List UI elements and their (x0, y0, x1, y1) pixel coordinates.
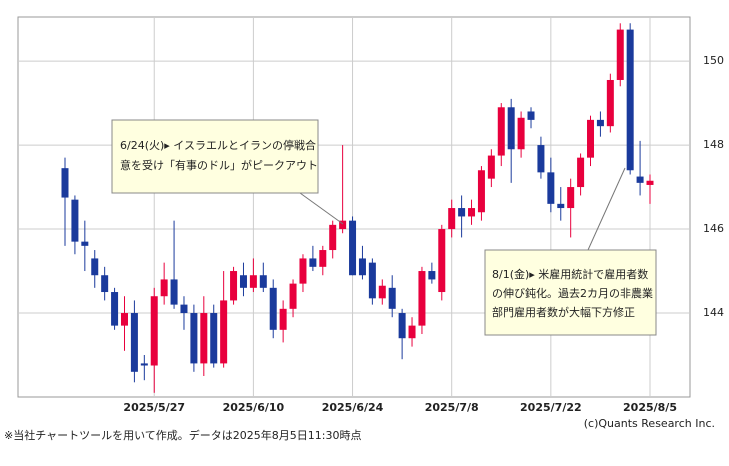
candle-body (577, 157, 585, 188)
candle-body (279, 308, 287, 330)
candle-body (408, 325, 416, 339)
x-tick-label: 2025/7/22 (520, 401, 582, 414)
candle-body (557, 203, 565, 209)
candle-body (358, 258, 366, 276)
annotation-text: 部門雇用者数が大幅下方修正 (492, 305, 635, 319)
candle-body (527, 111, 535, 120)
candle-body (606, 79, 614, 127)
candle-body (61, 168, 69, 198)
candle-body (547, 172, 555, 204)
candle-body (388, 287, 396, 309)
candle-body (210, 313, 218, 364)
y-tick-label: 144 (703, 306, 724, 319)
candle-body (220, 300, 228, 364)
candle-body (596, 119, 604, 127)
annotation-text: 意を受け「有事のドル」がピークアウト (120, 158, 318, 172)
annotation-text: 8/1(金)▸ 米雇用統計で雇用者数 (492, 267, 648, 281)
candle-body (91, 258, 99, 276)
candle-body (120, 313, 128, 326)
candle-body (349, 220, 357, 276)
candle-body (567, 187, 575, 209)
x-tick-label: 2025/6/10 (223, 401, 285, 414)
annotation-box (484, 249, 657, 336)
y-tick-label: 148 (703, 138, 724, 151)
candle-body (329, 224, 337, 251)
candle-body (111, 292, 119, 326)
candle-body (319, 250, 327, 267)
candle-body (477, 170, 485, 213)
candle-body (140, 363, 148, 366)
candle-body (587, 119, 595, 158)
candle-body (239, 275, 247, 288)
candle-body (458, 208, 466, 217)
credit: (c)Quants Research Inc. (584, 417, 715, 430)
candle-body (448, 208, 456, 230)
candle-body (646, 180, 654, 185)
candle-body (438, 229, 446, 293)
annotation-box (111, 119, 319, 194)
footnote: ※当社チャートツールを用いて作成。データは2025年8月5日11:30時点 (4, 428, 361, 442)
candle-body (249, 275, 257, 288)
candle-body (428, 271, 436, 280)
annotation-1: 6/24(火)▸ イスラエルとイランの停戦合 意を受け「有事のドル」がピークアウ… (111, 119, 344, 225)
candle-body (180, 304, 188, 314)
candle-body (537, 145, 545, 173)
candle-body (170, 279, 178, 305)
candle-body (200, 313, 208, 364)
candle-body (339, 220, 347, 230)
candle-body (299, 258, 307, 284)
candle-body (517, 117, 525, 150)
candle-body (71, 199, 79, 242)
candle-body (289, 283, 297, 309)
y-tick-label: 150 (703, 54, 724, 67)
x-tick-label: 2025/6/24 (322, 401, 384, 414)
candle-body (160, 279, 168, 297)
candle-body (468, 208, 476, 217)
candle-body (101, 275, 109, 293)
plot-area (17, 16, 691, 398)
x-tick-label: 2025/7/8 (425, 401, 479, 414)
candle-body (378, 285, 386, 299)
candle-body (497, 107, 505, 156)
candle-body (81, 241, 89, 246)
candle-body (309, 258, 317, 267)
candle-body (507, 107, 515, 150)
candle-body (616, 29, 624, 80)
candle-body (269, 287, 277, 330)
candle-body (368, 262, 376, 299)
candles (61, 23, 654, 393)
candle-body (636, 176, 644, 183)
annotation-arrow (587, 167, 626, 251)
annotation-text: の伸び鈍化。過去2カ月の非農業 (492, 286, 653, 300)
x-tick-label: 2025/8/5 (623, 401, 677, 414)
y-tick-label: 146 (703, 222, 724, 235)
candle-body (398, 313, 406, 339)
candle-body (487, 155, 495, 179)
candle-body (190, 313, 198, 364)
annotation-2: 8/1(金)▸ 米雇用統計で雇用者数 の伸び鈍化。過去2カ月の非農業 部門雇用者… (484, 167, 657, 336)
candle-body (230, 271, 238, 301)
candle-body (130, 313, 138, 372)
candle-body (626, 29, 634, 171)
candle-body (259, 275, 267, 288)
annotation-arrow (299, 192, 344, 225)
annotation-text: 6/24(火)▸ イスラエルとイランの停戦合 (120, 138, 316, 152)
candle-body (150, 296, 158, 366)
candle-body (418, 271, 426, 326)
x-tick-label: 2025/5/27 (123, 401, 185, 414)
